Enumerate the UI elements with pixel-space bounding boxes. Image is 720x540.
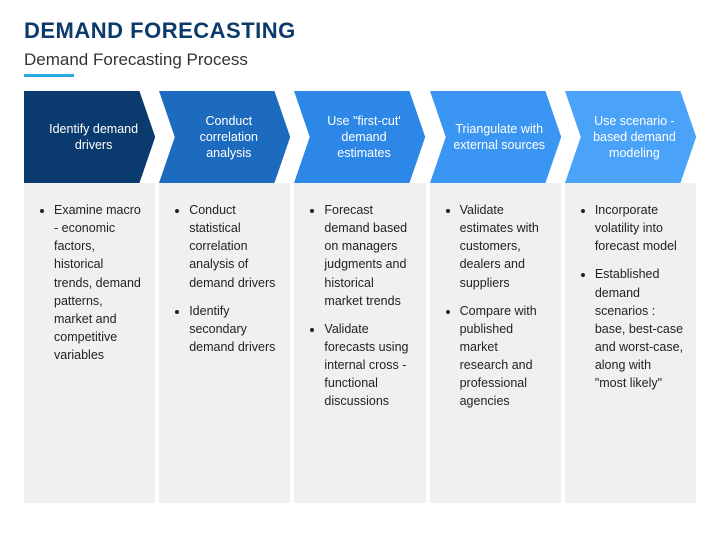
process-content: Examine macro - economic factors, histor… [24, 183, 155, 503]
process-arrow: Use scenario - based demand modeling [565, 91, 696, 183]
bullet-list: Validate estimates with customers, deale… [444, 201, 549, 410]
process-arrow-label: Use "first-cut' demand estimates [316, 113, 411, 162]
bullet-list: Forecast demand based on managers judgme… [308, 201, 413, 410]
process-column: Use "first-cut' demand estimates Forecast… [294, 91, 425, 503]
process-arrow-label: Triangulate with external sources [452, 121, 547, 154]
process-content: Forecast demand based on managers judgme… [294, 183, 425, 503]
process-content: Validate estimates with customers, deale… [430, 183, 561, 503]
bullet-item: Examine macro - economic factors, histor… [54, 201, 143, 364]
process-column: Use scenario - based demand modeling Inco… [565, 91, 696, 503]
process-column: Triangulate with external sources Validat… [430, 91, 561, 503]
process-arrow: Triangulate with external sources [430, 91, 561, 183]
bullet-list: Conduct statistical correlation analysis… [173, 201, 278, 356]
bullet-list: Incorporate volatility into forecast mod… [579, 201, 684, 392]
process-arrow: Conduct correlation analysis [159, 91, 290, 183]
process-column: Identify demand drivers Examine macro - e… [24, 91, 155, 503]
bullet-item: Validate forecasts using internal cross … [324, 320, 413, 411]
accent-line [24, 74, 74, 77]
process-arrow-label: Identify demand drivers [46, 121, 141, 154]
process-arrow: Identify demand drivers [24, 91, 155, 183]
process-arrow-label: Conduct correlation analysis [181, 113, 276, 162]
bullet-item: Conduct statistical correlation analysis… [189, 201, 278, 292]
bullet-item: Established demand scenarios : base, bes… [595, 265, 684, 392]
bullet-item: Identify secondary demand drivers [189, 302, 278, 356]
bullet-item: Validate estimates with customers, deale… [460, 201, 549, 292]
bullet-item: Incorporate volatility into forecast mod… [595, 201, 684, 255]
page-title: DEMAND FORECASTING [24, 18, 696, 44]
slide: DEMAND FORECASTING Demand Forecasting Pr… [0, 0, 720, 540]
bullet-item: Compare with published market research a… [460, 302, 549, 411]
bullet-item: Forecast demand based on managers judgme… [324, 201, 413, 310]
process-arrow: Use "first-cut' demand estimates [294, 91, 425, 183]
process-column: Conduct correlation analysis Conduct stat… [159, 91, 290, 503]
page-subtitle: Demand Forecasting Process [24, 50, 696, 70]
process-arrow-label: Use scenario - based demand modeling [587, 113, 682, 162]
process-content: Conduct statistical correlation analysis… [159, 183, 290, 503]
bullet-list: Examine macro - economic factors, histor… [38, 201, 143, 364]
process-row: Identify demand drivers Examine macro - e… [24, 91, 696, 503]
process-content: Incorporate volatility into forecast mod… [565, 183, 696, 503]
